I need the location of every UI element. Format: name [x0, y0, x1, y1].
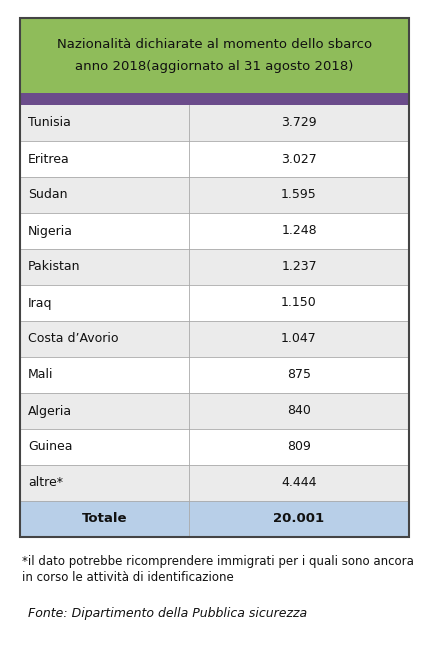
Text: Fonte: Dipartimento della Pubblica sicurezza: Fonte: Dipartimento della Pubblica sicur…	[28, 607, 307, 620]
Text: 809: 809	[287, 441, 311, 454]
Text: Nazionalità dichiarate al momento dello sbarco: Nazionalità dichiarate al momento dello …	[57, 38, 372, 51]
Text: *il dato potrebbe ricomprendere immigrati per i quali sono ancora: *il dato potrebbe ricomprendere immigrat…	[22, 555, 414, 568]
Text: 1.047: 1.047	[281, 333, 317, 346]
Text: 1.248: 1.248	[281, 225, 317, 238]
Text: 20.001: 20.001	[273, 512, 325, 525]
Text: Nigeria: Nigeria	[28, 225, 73, 238]
Text: 875: 875	[287, 368, 311, 381]
Text: 840: 840	[287, 404, 311, 417]
Text: 1.150: 1.150	[281, 296, 317, 309]
Text: anno 2018(aggiornato al 31 agosto 2018): anno 2018(aggiornato al 31 agosto 2018)	[76, 61, 353, 74]
Text: 3.729: 3.729	[281, 117, 317, 130]
Text: Algeria: Algeria	[28, 404, 72, 417]
Text: Costa d’Avorio: Costa d’Avorio	[28, 333, 118, 346]
Text: 1.237: 1.237	[281, 260, 317, 273]
Text: Eritrea: Eritrea	[28, 152, 70, 165]
Text: in corso le attività di identificazione: in corso le attività di identificazione	[22, 571, 234, 584]
Text: Totale: Totale	[82, 512, 127, 525]
Text: Guinea: Guinea	[28, 441, 73, 454]
Text: 3.027: 3.027	[281, 152, 317, 165]
Text: Pakistan: Pakistan	[28, 260, 81, 273]
Text: altre*: altre*	[28, 477, 63, 490]
Text: 4.444: 4.444	[281, 477, 317, 490]
Text: 1.595: 1.595	[281, 189, 317, 202]
Text: Sudan: Sudan	[28, 189, 67, 202]
Text: Tunisia: Tunisia	[28, 117, 71, 130]
Text: Iraq: Iraq	[28, 296, 52, 309]
Text: Mali: Mali	[28, 368, 54, 381]
